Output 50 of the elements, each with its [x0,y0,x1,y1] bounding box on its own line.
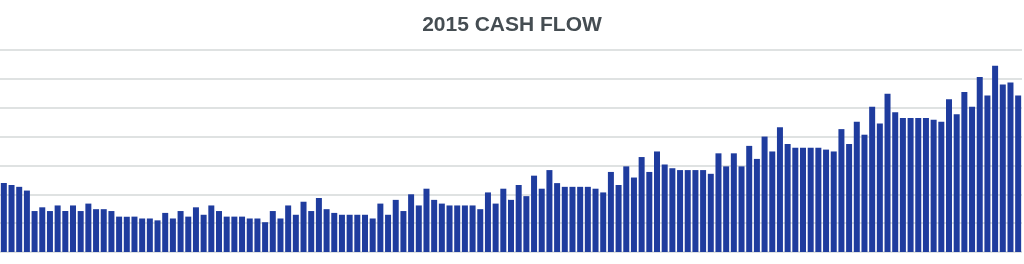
bar [700,170,707,252]
bar [408,194,415,252]
bar [169,218,176,252]
bar [776,127,783,252]
bar [654,151,660,252]
bar [239,216,246,252]
bar [607,171,614,252]
bar [139,218,146,252]
bar [23,190,30,252]
bar [577,186,584,252]
bar [946,99,952,252]
bar [338,214,345,252]
bar [922,117,929,252]
bar [677,170,684,252]
chart-title: 2015 CASH FLOW [422,12,603,35]
bar [531,175,538,252]
bar [723,166,730,252]
bar [285,205,292,252]
bar [192,207,199,252]
bar [93,209,100,252]
bar [362,214,368,252]
bar [315,198,322,252]
bar [1015,95,1022,252]
bar [508,199,514,252]
bar [969,106,976,252]
bar [385,214,392,252]
bar [730,153,737,252]
bar [992,65,999,252]
bar [46,211,53,252]
bar [431,199,438,252]
bar [584,186,591,252]
bar [116,216,123,252]
bar [630,177,637,252]
bar [262,222,269,252]
bar [899,117,906,252]
bar [292,214,299,252]
bar [846,144,853,252]
bar [876,123,883,252]
bar [800,147,806,252]
bar [461,205,468,252]
bar [146,218,153,252]
bar [216,211,222,252]
bar [70,205,76,252]
bar [0,183,7,252]
bar [869,106,876,252]
bar [438,203,445,252]
bar [823,149,830,252]
bar [554,183,561,252]
bar [484,192,491,252]
bar [753,158,760,252]
